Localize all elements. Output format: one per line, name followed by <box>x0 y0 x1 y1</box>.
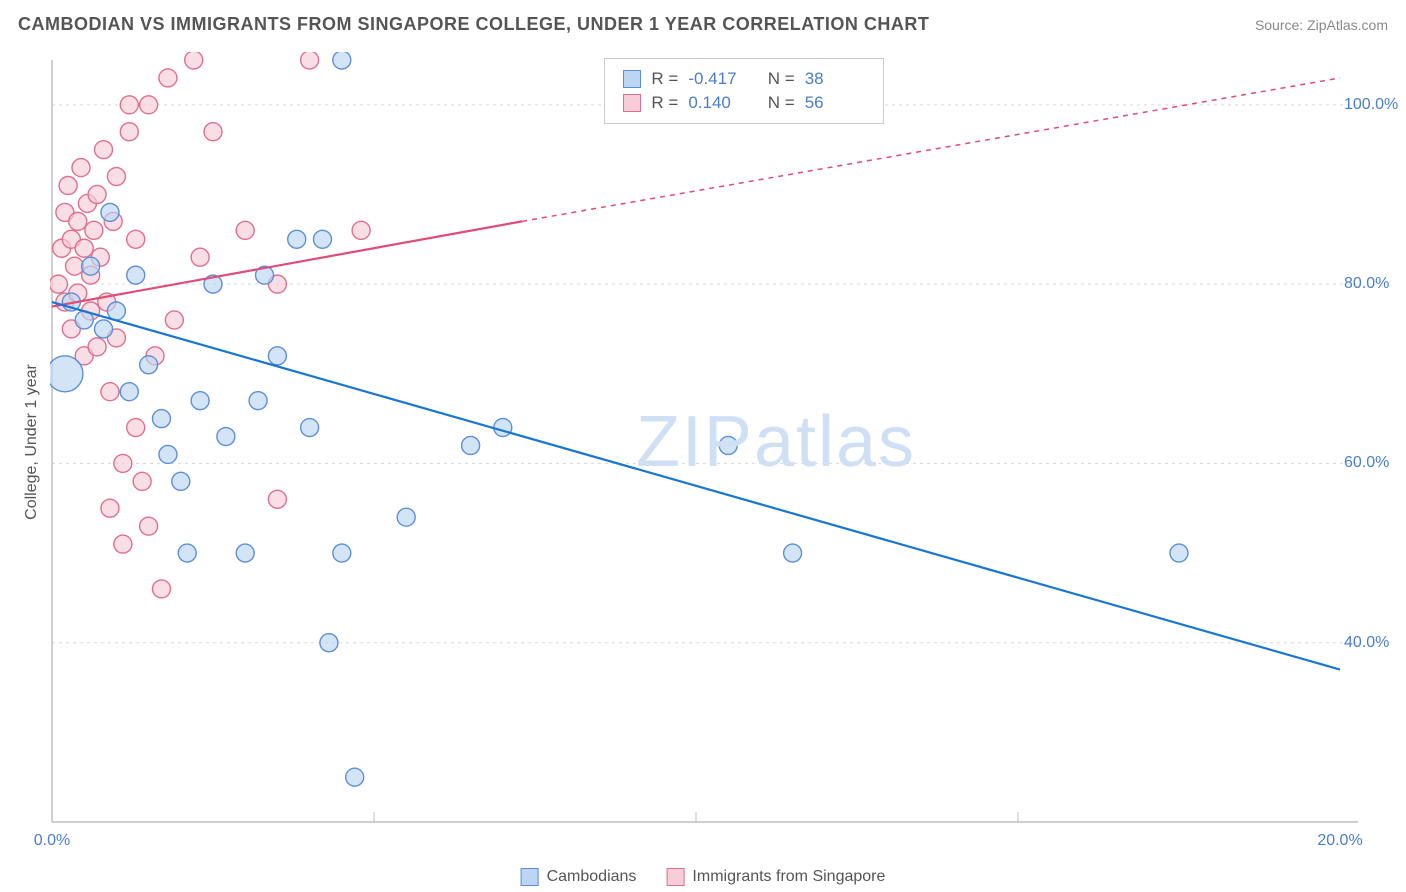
legend-label: Immigrants from Singapore <box>692 868 885 886</box>
scatter-plot <box>50 52 1370 832</box>
data-point <box>114 535 132 553</box>
y-tick-label: 80.0% <box>1344 275 1389 293</box>
stats-legend-box: R = -0.417 N = 38R = 0.140 N = 56 <box>604 58 883 124</box>
data-point <box>301 52 319 69</box>
bottom-legend: Cambodians Immigrants from Singapore <box>521 868 886 886</box>
data-point <box>204 123 222 141</box>
legend-swatch <box>666 868 684 886</box>
data-point <box>114 454 132 472</box>
data-point <box>72 159 90 177</box>
data-point <box>397 508 415 526</box>
stats-row: R = 0.140 N = 56 <box>623 91 864 115</box>
data-point <box>50 356 83 392</box>
data-point <box>178 544 196 562</box>
legend-item: Immigrants from Singapore <box>666 868 885 886</box>
data-point <box>120 96 138 114</box>
data-point <box>268 347 286 365</box>
data-point <box>133 472 151 490</box>
data-point <box>346 768 364 786</box>
data-point <box>217 428 235 446</box>
data-point <box>75 239 93 257</box>
y-tick-label: 40.0% <box>1344 634 1389 652</box>
x-tick-label: 20.0% <box>1317 832 1362 850</box>
data-point <box>159 445 177 463</box>
data-point <box>165 311 183 329</box>
data-point <box>288 230 306 248</box>
legend-item: Cambodians <box>521 868 637 886</box>
chart-source: Source: ZipAtlas.com <box>1255 17 1388 33</box>
data-point <box>95 320 113 338</box>
stat-n-value: 38 <box>805 69 865 89</box>
stat-n-label: N = <box>758 93 794 113</box>
data-point <box>107 302 125 320</box>
data-point <box>127 419 145 437</box>
stat-n-label: N = <box>758 69 794 89</box>
data-point <box>120 123 138 141</box>
trend-line-cambodians <box>52 302 1340 670</box>
data-point <box>140 517 158 535</box>
data-point <box>462 436 480 454</box>
y-tick-label: 60.0% <box>1344 454 1389 472</box>
data-point <box>185 52 203 69</box>
data-point <box>101 203 119 221</box>
data-point <box>172 472 190 490</box>
data-point <box>59 177 77 195</box>
data-point <box>127 266 145 284</box>
stat-r-value: 0.140 <box>688 93 748 113</box>
data-point <box>140 356 158 374</box>
stat-r-label: R = <box>651 93 678 113</box>
y-axis-label: College, Under 1 year <box>23 364 41 520</box>
chart-title: CAMBODIAN VS IMMIGRANTS FROM SINGAPORE C… <box>18 14 929 35</box>
data-point <box>127 230 145 248</box>
data-point <box>313 230 331 248</box>
data-point <box>301 419 319 437</box>
legend-label: Cambodians <box>547 868 637 886</box>
data-point <box>50 275 67 293</box>
data-point <box>66 257 84 275</box>
data-point <box>159 69 177 87</box>
data-point <box>152 580 170 598</box>
stats-row: R = -0.417 N = 38 <box>623 67 864 91</box>
data-point <box>320 634 338 652</box>
data-point <box>107 168 125 186</box>
stat-n-value: 56 <box>805 93 865 113</box>
data-point <box>85 221 103 239</box>
data-point <box>784 544 802 562</box>
data-point <box>152 410 170 428</box>
data-point <box>191 248 209 266</box>
data-point <box>101 499 119 517</box>
data-point <box>236 221 254 239</box>
data-point <box>69 212 87 230</box>
trend-line-singapore <box>52 221 522 306</box>
stat-r-value: -0.417 <box>688 69 748 89</box>
data-point <box>352 221 370 239</box>
data-point <box>82 257 100 275</box>
data-point <box>88 338 106 356</box>
chart-area: College, Under 1 year ZIPatlas R = -0.41… <box>50 52 1370 832</box>
legend-swatch <box>623 94 641 112</box>
data-point <box>88 185 106 203</box>
x-tick-label: 0.0% <box>34 832 70 850</box>
data-point <box>494 419 512 437</box>
data-point <box>101 383 119 401</box>
data-point <box>1170 544 1188 562</box>
data-point <box>249 392 267 410</box>
data-point <box>719 436 737 454</box>
data-point <box>120 383 138 401</box>
stat-r-label: R = <box>651 69 678 89</box>
y-tick-label: 100.0% <box>1344 96 1398 114</box>
chart-header: CAMBODIAN VS IMMIGRANTS FROM SINGAPORE C… <box>18 14 1388 35</box>
data-point <box>95 141 113 159</box>
data-point <box>140 96 158 114</box>
data-point <box>236 544 254 562</box>
legend-swatch <box>623 70 641 88</box>
data-point <box>268 490 286 508</box>
data-point <box>333 52 351 69</box>
data-point <box>191 392 209 410</box>
legend-swatch <box>521 868 539 886</box>
data-point <box>333 544 351 562</box>
